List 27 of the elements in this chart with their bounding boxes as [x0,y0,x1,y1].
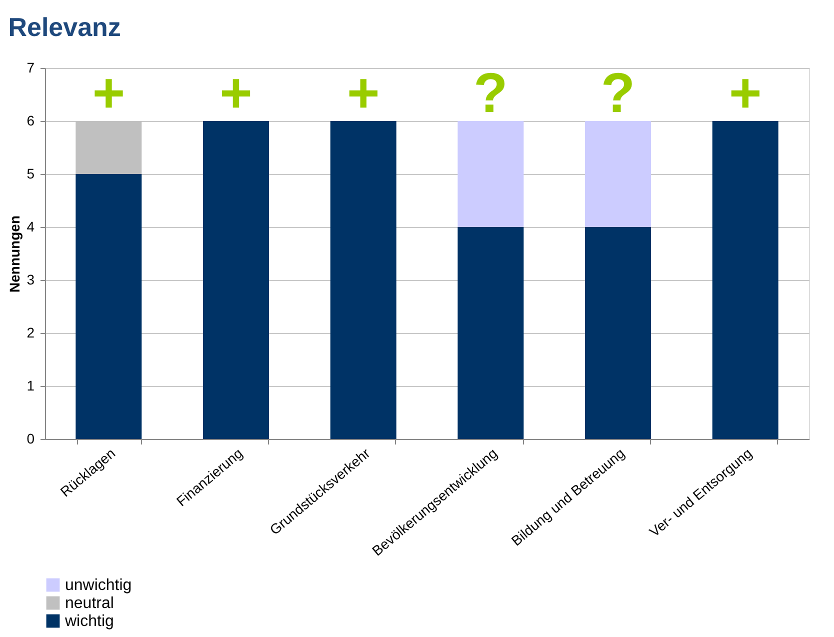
y-tick-label: 7 [26,60,35,76]
y-tick-label: 4 [26,218,35,234]
legend-label: neutral [65,595,114,612]
bar [203,121,269,439]
annotation: ? [474,61,508,124]
y-tick-label: 5 [26,166,35,182]
bar [585,227,651,439]
y-axis-title: Nennungen [6,216,23,292]
bar [712,121,778,439]
legend-label: wichtig [64,613,114,630]
y-tick-label: 6 [26,112,35,128]
bar [585,121,651,227]
bar [458,227,524,439]
annotation: + [220,61,252,124]
legend-label: unwichtig [65,577,132,594]
bar [458,121,524,227]
bar [76,174,142,439]
annotation: + [346,61,380,124]
annotation: + [728,61,762,124]
y-tick-label: 1 [26,378,35,394]
annotation: ? [600,61,636,124]
annotation: + [92,61,126,124]
bar [330,121,396,439]
y-tick-label: 2 [26,324,35,340]
y-tick-label: 0 [26,430,35,446]
y-tick-label: 3 [26,272,35,288]
chart-title: Relevanz [8,12,121,42]
